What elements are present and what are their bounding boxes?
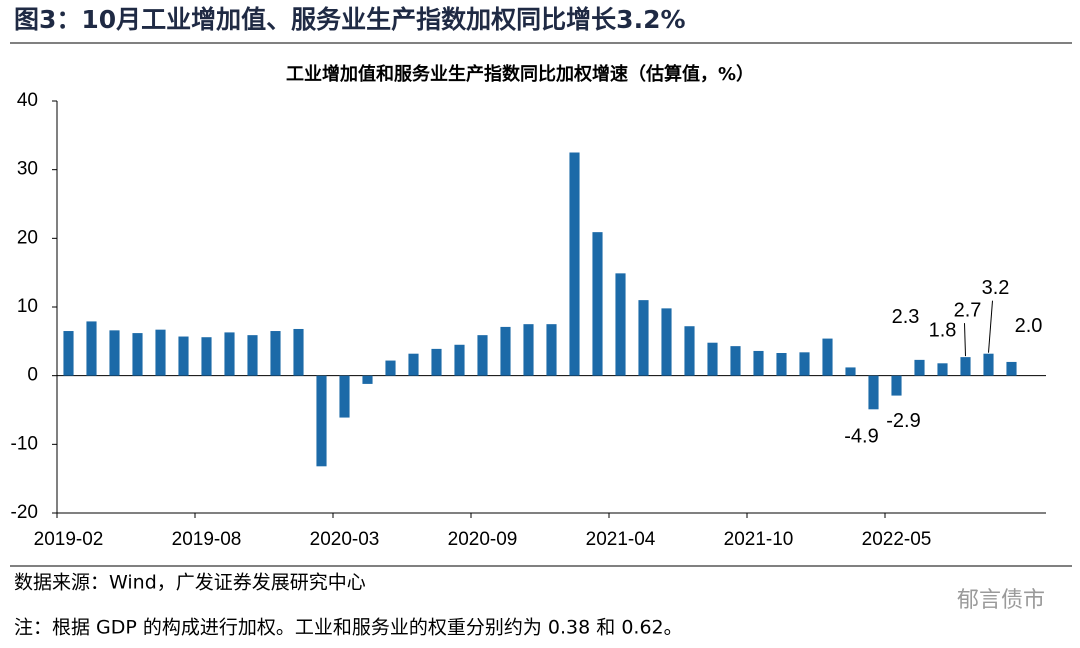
y-tick-label: 20 [17, 227, 38, 248]
value-label: 2.7 [954, 299, 982, 321]
x-tick-label: 2020-03 [310, 529, 380, 550]
y-tick-label: 10 [17, 296, 38, 317]
bar [868, 375, 879, 410]
bar [638, 300, 649, 376]
bar [937, 363, 948, 376]
bar [155, 329, 166, 376]
bar [753, 350, 764, 376]
bar [385, 360, 396, 376]
bar [1006, 361, 1017, 376]
bar [546, 324, 557, 376]
bar [799, 352, 810, 376]
bar [707, 342, 718, 376]
value-label: 2.0 [1015, 315, 1043, 337]
watermark: 郁言债市 [957, 588, 1045, 613]
bar [339, 375, 350, 418]
bar [523, 324, 534, 376]
value-label: -4.9 [844, 426, 878, 448]
bar [408, 353, 419, 376]
bar [293, 328, 304, 376]
bar [776, 353, 787, 376]
y-tick-label: 40 [17, 90, 38, 111]
bar [63, 331, 74, 376]
value-label: 2.3 [892, 306, 920, 328]
bar [109, 330, 120, 376]
bar [615, 273, 626, 376]
x-tick-label: 2019-08 [172, 529, 242, 550]
bar [316, 375, 327, 467]
bar [822, 338, 833, 376]
bar [178, 336, 189, 376]
bar [86, 321, 97, 376]
y-tick-label: -20 [11, 502, 38, 523]
note: 注：根据 GDP 的构成进行加权。工业和服务业的权重分别约为 0.38 和 0.… [14, 617, 683, 639]
x-tick-label: 2020-09 [448, 529, 518, 550]
bar [500, 326, 511, 376]
bar [592, 232, 603, 376]
bar [454, 344, 465, 376]
bar [960, 357, 971, 376]
value-label: -2.9 [886, 410, 920, 432]
bar [891, 375, 902, 396]
bar [362, 375, 373, 384]
source: 数据来源：Wind，广发证券发展研究中心 [14, 572, 366, 594]
bar [684, 326, 695, 376]
x-tick-label: 2021-04 [586, 529, 656, 550]
heading: 图3：10月工业增加值、服务业生产指数加权同比增长3.2% [14, 5, 686, 34]
bar [270, 331, 281, 376]
bar [730, 346, 741, 376]
bar [201, 337, 212, 376]
value-label: 3.2 [982, 277, 1010, 299]
bar [569, 152, 580, 376]
x-tick-label: 2021-10 [724, 529, 794, 550]
bar [661, 308, 672, 376]
bar [224, 332, 235, 376]
bar [247, 335, 258, 376]
value-label: 1.8 [929, 320, 957, 342]
y-tick-label: -10 [11, 433, 38, 454]
bar [132, 333, 143, 376]
x-tick-label: 2019-02 [34, 529, 104, 550]
leader-line [964, 323, 966, 357]
y-tick-label: 0 [27, 365, 38, 386]
bar [914, 359, 925, 376]
chart-title: 工业增加值和服务业生产指数同比加权增速（估算值，%） [286, 63, 754, 85]
x-tick-label: 2022-05 [862, 529, 932, 550]
bar [477, 335, 488, 376]
bar [431, 348, 442, 376]
y-tick-label: 30 [17, 159, 38, 180]
leader-line [988, 300, 993, 353]
bar [845, 367, 856, 376]
bar [983, 353, 994, 376]
